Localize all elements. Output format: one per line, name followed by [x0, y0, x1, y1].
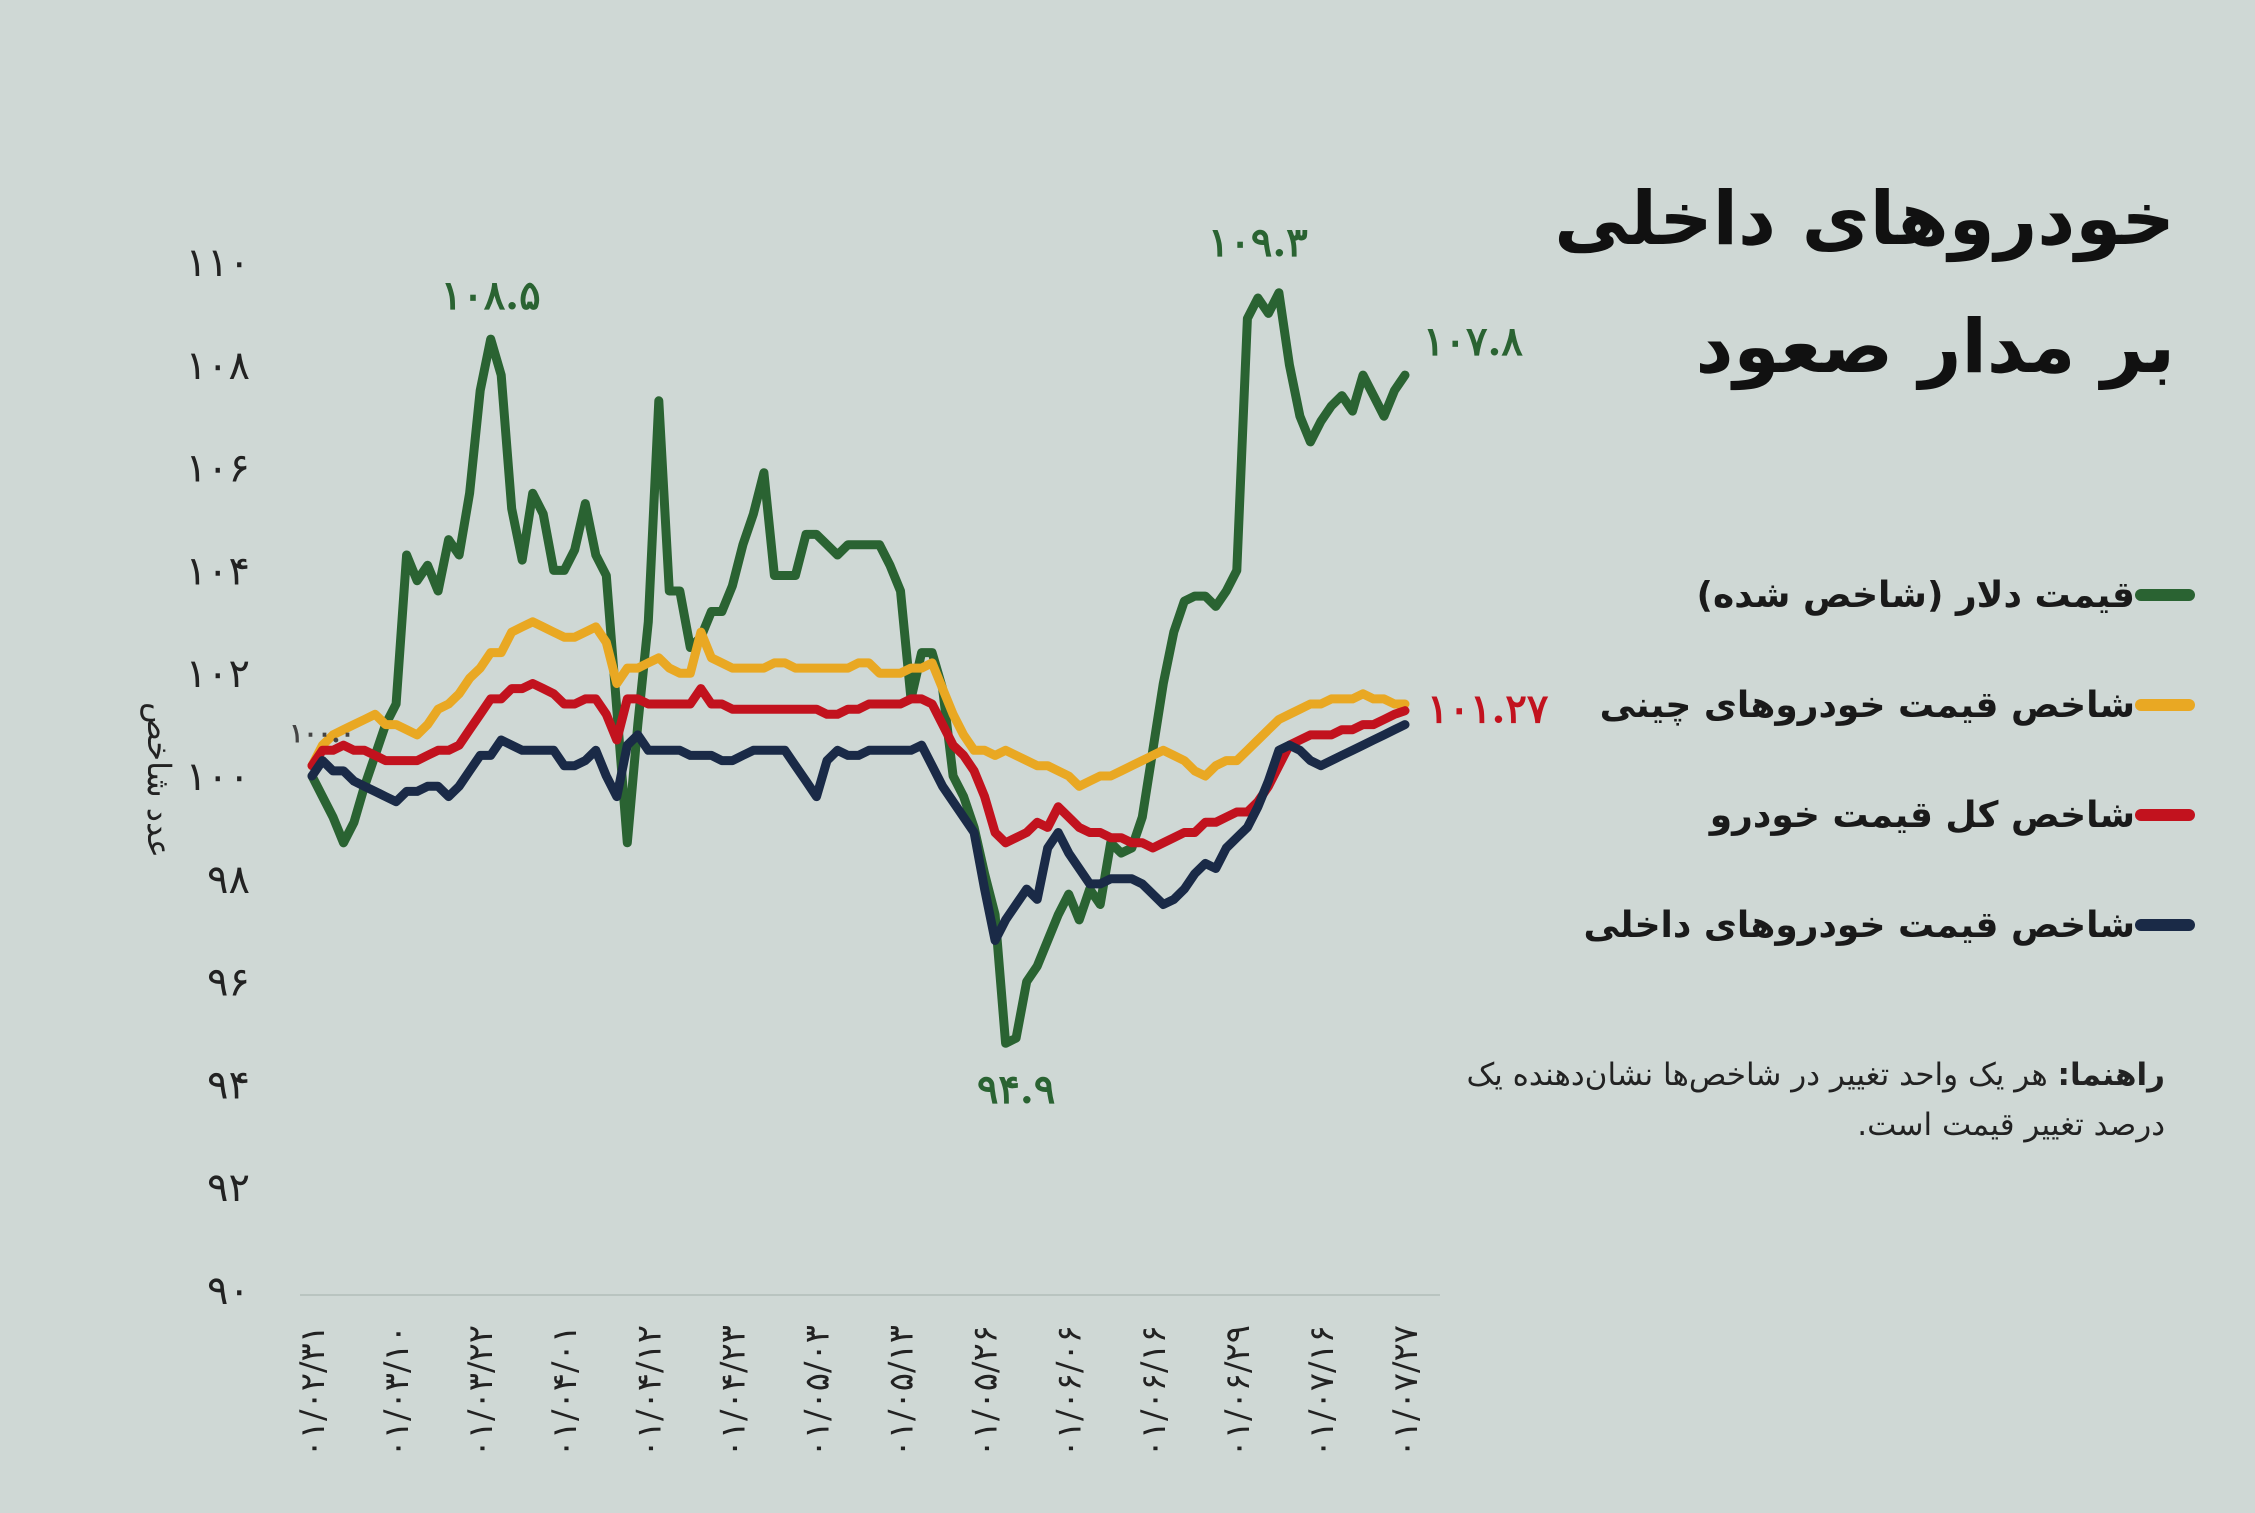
guide-note-text: هر یک واحد تغییر در شاخص‌ها نشان‌دهنده ی… — [1466, 1057, 2165, 1143]
data-label: ۱۰۷.۸ — [1423, 318, 1523, 365]
y-tick-label: ۹۸ — [207, 857, 250, 903]
series-line-0 — [307, 288, 1410, 1048]
legend-swatch — [2135, 699, 2195, 711]
x-tick-label: ۰۱/۰۶/۱۶ — [1134, 1325, 1174, 1457]
x-tick-label: ۰۱/۰۷/۱۶ — [1302, 1325, 1342, 1457]
y-tick-labels: ۹۰ ۹۲ ۹۴ ۹۶ ۹۸ ۱۰۰ ۱۰۲ ۱۰۴ ۱۰۶ ۱۰۸ ۱۱۰ — [186, 240, 250, 1314]
legend-swatch — [2135, 809, 2195, 821]
x-tick-label: ۰۱/۰۳/۱۰ — [377, 1325, 417, 1457]
legend-label: شاخص کل قیمت خودرو — [1709, 794, 2135, 836]
y-axis-label: عدد شاخص — [140, 702, 178, 858]
series-line-2 — [307, 679, 1410, 853]
y-tick-label: ۱۰۴ — [186, 548, 250, 594]
legend: قیمت دلار (شاخص شده) شاخص قیمت خودروهای چ… — [1475, 540, 2195, 980]
x-tick-label: ۰۱/۰۵/۱۳ — [882, 1325, 922, 1457]
data-label: ۱۰۹.۳ — [1208, 219, 1308, 266]
series-line-3 — [307, 720, 1410, 945]
y-tick-label: ۱۰۶ — [186, 446, 250, 492]
legend-swatch — [2135, 919, 2195, 931]
series-line-1 — [307, 617, 1410, 791]
y-tick-label: ۹۶ — [207, 960, 250, 1006]
y-tick-label: ۹۰ — [207, 1268, 250, 1314]
series-lines — [307, 288, 1410, 1048]
legend-item: قیمت دلار (شاخص شده) — [1475, 540, 2195, 650]
x-tick-label: ۰۱/۰۵/۰۳ — [797, 1325, 837, 1457]
y-tick-label: ۱۰۰ — [186, 754, 250, 800]
data-label: ۹۴.۹ — [977, 1066, 1055, 1113]
y-tick-label: ۹۴ — [207, 1062, 250, 1108]
legend-label: قیمت دلار (شاخص شده) — [1696, 574, 2135, 616]
data-label: ۱۰۸.۵ — [441, 272, 541, 319]
x-tick-label: ۰۱/۰۳/۲۲ — [461, 1325, 501, 1457]
legend-item: شاخص قیمت خودروهای چینی — [1475, 650, 2195, 760]
guide-note: راهنما: هر یک واحد تغییر در شاخص‌ها نشان… — [1445, 1050, 2165, 1150]
data-label: ۱۰۱.۲۷ — [1427, 686, 1549, 733]
x-tick-label: ۰۱/۰۴/۰۱ — [545, 1325, 585, 1457]
legend-swatch — [2135, 589, 2195, 601]
x-tick-label: ۰۱/۰۶/۰۶ — [1050, 1325, 1090, 1457]
y-tick-label: ۱۰۲ — [186, 651, 250, 697]
legend-label: شاخص قیمت خودروهای چینی — [1599, 684, 2135, 726]
x-tick-labels: ۰۱/۰۲/۳۱ ۰۱/۰۳/۱۰ ۰۱/۰۳/۲۲ ۰۱/۰۴/۰۱ ۰۱/۰۴/۱۲… — [293, 1325, 1426, 1457]
x-tick-label: ۰۱/۰۵/۲۶ — [966, 1325, 1006, 1457]
x-tick-label: ۰۱/۰۲/۳۱ — [293, 1325, 333, 1457]
data-label: ۱۰۰.۰ — [290, 719, 355, 749]
x-tick-label: ۰۱/۰۶/۲۹ — [1218, 1325, 1258, 1457]
legend-item: شاخص قیمت خودروهای داخلی — [1475, 870, 2195, 980]
guide-note-label: راهنما: — [2057, 1057, 2165, 1093]
y-tick-label: ۱۰۸ — [186, 343, 250, 389]
x-tick-label: ۰۱/۰۷/۲۷ — [1386, 1325, 1426, 1457]
title-line-1: خودروهای داخلی — [1554, 176, 2175, 262]
x-tick-label: ۰۱/۰۴/۱۲ — [629, 1325, 669, 1457]
chart-title: خودروهای داخلی بر مدار صعود — [1415, 155, 2175, 411]
data-labels: ۱۰۸.۵ ۱۰۹.۳ ۱۰۷.۸ ۹۴.۹ ۱۰۱.۲۷ ۱۰۰.۰ — [290, 219, 1549, 1113]
x-tick-label: ۰۱/۰۴/۲۳ — [713, 1325, 753, 1457]
y-tick-label: ۱۱۰ — [186, 240, 250, 286]
y-tick-label: ۹۲ — [207, 1165, 250, 1211]
legend-label: شاخص قیمت خودروهای داخلی — [1583, 904, 2135, 946]
legend-item: شاخص کل قیمت خودرو — [1475, 760, 2195, 870]
title-line-2: بر مدار صعود — [1695, 304, 2175, 390]
